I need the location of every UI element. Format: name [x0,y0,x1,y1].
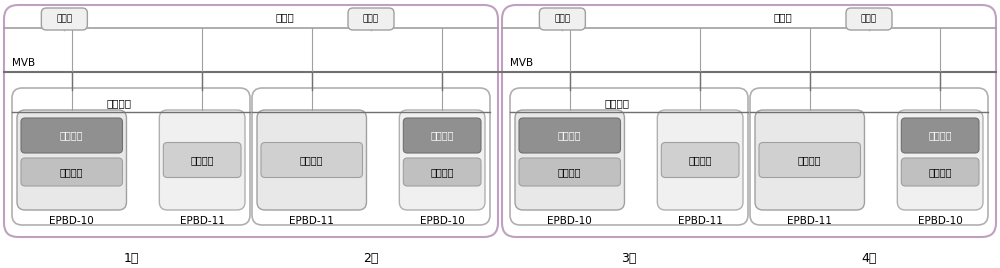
Text: 本地单元: 本地单元 [300,155,323,165]
Text: 管理单元: 管理单元 [60,131,83,140]
FancyBboxPatch shape [12,88,250,225]
Text: 交换机: 交换机 [554,14,570,24]
FancyBboxPatch shape [403,158,481,186]
Text: 制动内网: 制动内网 [605,98,630,108]
FancyBboxPatch shape [257,110,366,210]
Text: EPBD-11: EPBD-11 [180,216,225,226]
Text: EPBD-11: EPBD-11 [678,216,723,226]
FancyBboxPatch shape [515,110,624,210]
Text: 管理单元: 管理单元 [928,131,952,140]
FancyBboxPatch shape [755,110,864,210]
FancyBboxPatch shape [41,8,87,30]
FancyBboxPatch shape [502,5,996,237]
Text: 本地单元: 本地单元 [928,167,952,177]
Text: 2车: 2车 [363,252,379,265]
FancyBboxPatch shape [897,110,983,210]
FancyBboxPatch shape [399,110,485,210]
Text: 4车: 4车 [861,252,877,265]
Text: 管理单元: 管理单元 [430,131,454,140]
FancyBboxPatch shape [750,88,988,225]
Text: 以太网: 以太网 [276,12,294,22]
FancyBboxPatch shape [17,110,126,210]
Text: 交换机: 交换机 [56,14,72,24]
Text: 1车: 1车 [123,252,139,265]
Text: EPBD-11: EPBD-11 [787,216,832,226]
Text: 本地单元: 本地单元 [688,155,712,165]
Text: 以太网: 以太网 [774,12,792,22]
FancyBboxPatch shape [261,143,362,177]
FancyBboxPatch shape [21,158,122,186]
FancyBboxPatch shape [348,8,394,30]
Text: EPBD-10: EPBD-10 [918,216,963,226]
Text: 本地单元: 本地单元 [190,155,214,165]
Text: 交换机: 交换机 [363,14,379,24]
FancyBboxPatch shape [539,8,585,30]
FancyBboxPatch shape [901,158,979,186]
Text: EPBD-11: EPBD-11 [289,216,334,226]
FancyBboxPatch shape [657,110,743,210]
FancyBboxPatch shape [4,5,498,237]
FancyBboxPatch shape [519,118,620,153]
Text: 本地单元: 本地单元 [430,167,454,177]
FancyBboxPatch shape [510,88,748,225]
Text: 交换机: 交换机 [861,14,877,24]
Text: 制动内网: 制动内网 [107,98,132,108]
Text: 本地单元: 本地单元 [798,155,821,165]
Text: 本地单元: 本地单元 [558,167,581,177]
Text: EPBD-10: EPBD-10 [49,216,94,226]
FancyBboxPatch shape [759,143,860,177]
Text: EPBD-10: EPBD-10 [547,216,592,226]
Text: MVB: MVB [510,58,533,68]
Text: 3车: 3车 [621,252,637,265]
FancyBboxPatch shape [661,143,739,177]
Text: MVB: MVB [12,58,35,68]
FancyBboxPatch shape [163,143,241,177]
FancyBboxPatch shape [159,110,245,210]
Text: 本地单元: 本地单元 [60,167,83,177]
FancyBboxPatch shape [519,158,620,186]
FancyBboxPatch shape [901,118,979,153]
Text: EPBD-10: EPBD-10 [420,216,465,226]
FancyBboxPatch shape [846,8,892,30]
Text: 管理单元: 管理单元 [558,131,581,140]
FancyBboxPatch shape [21,118,122,153]
FancyBboxPatch shape [252,88,490,225]
FancyBboxPatch shape [403,118,481,153]
